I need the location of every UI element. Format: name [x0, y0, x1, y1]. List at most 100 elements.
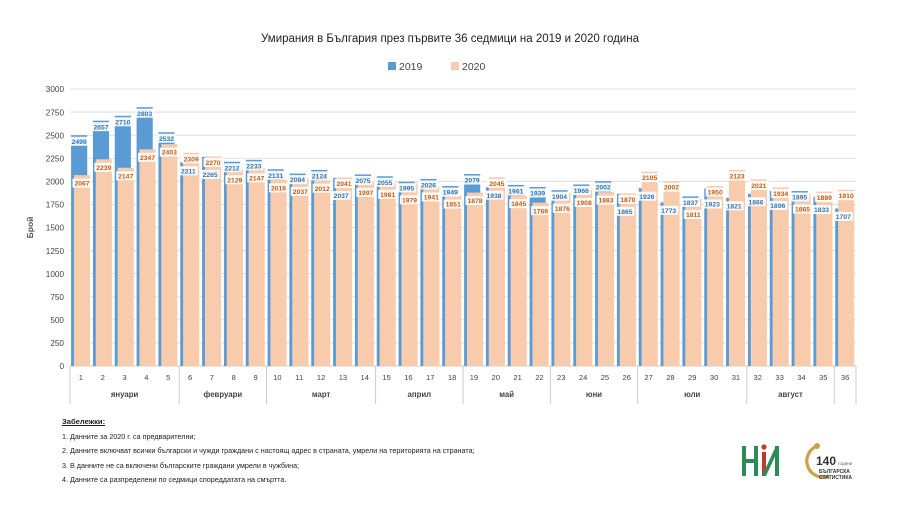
x-tick-label-week-5: 5: [166, 373, 170, 382]
data-label-2020-week-28: 2002: [664, 185, 679, 192]
data-label-2020-week-29-bg: [683, 209, 703, 219]
bar-2020-week-12: [314, 180, 331, 366]
x-tick-label-week-23: 23: [557, 373, 565, 382]
data-label-2019-week-3-bg: [113, 117, 133, 127]
y-tick-label-2750: 2750: [46, 108, 65, 117]
data-label-2019-week-14-bg: [353, 175, 373, 185]
month-label-5: юни: [586, 390, 602, 399]
data-label-2019-week-25: 2002: [596, 185, 611, 192]
month-label-0: януари: [111, 390, 139, 399]
bar-2020-week-8: [226, 169, 243, 366]
data-label-2020-week-31: 2123: [729, 174, 744, 181]
legend-label-2019: 2019: [399, 61, 423, 73]
bar-2020-week-34: [794, 193, 811, 366]
data-label-2020-week-13-bg: [334, 179, 354, 189]
data-label-2019-week-30-bg: [702, 199, 722, 209]
legend-swatch-2019: [388, 62, 396, 70]
data-label-2019-week-34: 1895: [792, 195, 807, 202]
data-label-2019-week-21-bg: [506, 186, 526, 196]
data-label-2019-week-18-bg: [440, 187, 460, 197]
x-tick-label-week-10: 10: [273, 373, 281, 382]
bar-2020-week-36: [838, 189, 855, 366]
x-tick-label-week-12: 12: [317, 373, 325, 382]
data-label-2020-week-11-bg: [290, 187, 310, 197]
bar-2020-week-32: [750, 179, 767, 366]
data-label-2020-week-35-bg: [814, 193, 834, 203]
data-label-2020-week-13: 2041: [336, 181, 351, 188]
x-tick-label-week-13: 13: [339, 373, 347, 382]
y-tick-label-2500: 2500: [46, 131, 65, 140]
org-line1: БЪЛГАРСКА: [819, 469, 850, 475]
x-tick-label-week-6: 6: [188, 373, 192, 382]
data-label-2020-week-17-bg: [421, 192, 441, 202]
data-label-2019-week-18: 1949: [443, 190, 458, 197]
note-4: 4. Данните са разпределени по седмици сп…: [62, 474, 287, 484]
data-label-2020-week-2-bg: [94, 162, 114, 172]
data-label-2020-week-15: 1981: [380, 192, 395, 199]
data-label-2020-week-23-bg: [552, 203, 572, 213]
anniversary-logo-icon: 140 години БЪЛГАРСКА СТАТИСТИКА: [805, 443, 853, 481]
data-label-2020-week-31-bg: [727, 171, 747, 181]
data-label-2019-week-7-bg: [200, 169, 220, 179]
data-label-2020-week-16-bg: [400, 195, 420, 205]
data-label-2019-week-35-bg: [812, 205, 832, 215]
data-label-2019-week-36-bg: [833, 211, 853, 221]
anniversary-number: 140: [816, 454, 836, 468]
bar-2020-week-4: [139, 149, 156, 366]
x-tick-label-week-33: 33: [775, 373, 783, 382]
data-label-2020-week-12: 2012: [315, 186, 330, 193]
data-label-2019-week-3: 2710: [115, 119, 130, 126]
data-label-2019-week-28: 1773: [661, 208, 676, 215]
bar-2020-week-33: [772, 187, 789, 366]
data-label-2019-week-22: 1939: [530, 191, 545, 198]
data-label-2020-week-26: 1870: [620, 197, 635, 204]
data-label-2019-week-33-bg: [768, 200, 788, 210]
data-label-2020-week-5: 2403: [162, 150, 177, 157]
data-label-2020-week-34-bg: [793, 204, 813, 214]
x-tick-label-week-27: 27: [644, 373, 652, 382]
data-label-2019-week-15: 2055: [377, 180, 392, 187]
data-label-2019-week-25-bg: [593, 182, 613, 192]
x-tick-label-week-34: 34: [797, 373, 805, 382]
bar-2020-week-3: [117, 167, 134, 366]
data-label-2020-week-22-bg: [531, 206, 551, 216]
month-label-3: април: [408, 390, 432, 399]
bar-2020-week-16: [401, 183, 418, 366]
data-label-2020-week-21: 1845: [511, 201, 526, 208]
bar-2020-week-1: [73, 175, 91, 366]
data-label-2019-week-27-bg: [637, 191, 657, 201]
data-label-2019-week-9: 2233: [246, 163, 261, 170]
data-label-2020-week-2: 2239: [96, 165, 111, 172]
data-label-2019-week-20: 1938: [486, 193, 501, 200]
data-label-2019-week-27: 1926: [639, 194, 654, 201]
data-label-2019-week-12-bg: [309, 171, 329, 181]
data-label-2020-week-10-bg: [269, 183, 289, 193]
x-tick-label-week-15: 15: [382, 373, 390, 382]
data-label-2020-week-14: 1997: [358, 190, 373, 197]
data-label-2020-week-32-bg: [749, 180, 769, 190]
data-label-2020-week-17: 1941: [424, 195, 439, 202]
data-label-2020-week-16: 1979: [402, 197, 417, 204]
data-label-2019-week-8-bg: [222, 163, 242, 173]
data-label-2020-week-22: 1769: [533, 208, 548, 215]
data-label-2019-week-6-bg: [178, 166, 198, 176]
x-tick-label-week-25: 25: [601, 373, 609, 382]
bar-2020-week-22: [532, 202, 549, 366]
data-label-2019-week-23: 1904: [552, 194, 567, 201]
data-label-2020-week-14-bg: [356, 187, 376, 197]
data-label-2019-week-24-bg: [571, 185, 591, 195]
data-label-2019-week-15-bg: [375, 177, 395, 187]
y-tick-label-0: 0: [59, 362, 64, 371]
data-label-2019-week-9-bg: [244, 161, 264, 171]
data-label-2019-week-14: 2075: [355, 178, 370, 185]
data-label-2019-week-32: 1866: [748, 199, 763, 206]
data-label-2020-week-24: 1908: [577, 200, 592, 207]
data-label-2020-week-11: 2037: [293, 189, 308, 196]
x-tick-label-week-28: 28: [666, 373, 674, 382]
data-label-2020-week-19-bg: [465, 196, 485, 206]
data-label-2020-week-24-bg: [574, 197, 594, 207]
x-tick-label-week-26: 26: [623, 373, 631, 382]
bar-2020-week-27: [641, 171, 658, 366]
x-tick-label-week-2: 2: [101, 373, 105, 382]
data-label-2019-week-28-bg: [659, 205, 679, 215]
